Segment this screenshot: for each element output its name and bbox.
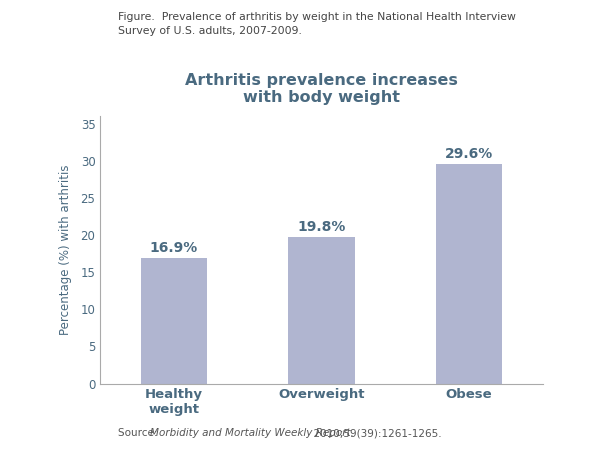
Text: 19.8%: 19.8% xyxy=(297,219,346,233)
Text: 16.9%: 16.9% xyxy=(150,241,198,255)
Title: Arthritis prevalence increases
with body weight: Arthritis prevalence increases with body… xyxy=(185,73,458,106)
Bar xyxy=(289,237,355,384)
Text: Survey of U.S. adults, 2007-2009.: Survey of U.S. adults, 2007-2009. xyxy=(118,26,302,36)
Text: Source:: Source: xyxy=(118,428,160,438)
Bar xyxy=(436,164,502,384)
Text: 29.6%: 29.6% xyxy=(445,147,493,161)
Y-axis label: Percentage (%) with arthritis: Percentage (%) with arthritis xyxy=(59,165,72,335)
Text: Morbidity and Mortality Weekly Report.: Morbidity and Mortality Weekly Report. xyxy=(150,428,355,438)
Bar xyxy=(141,258,207,384)
Text: 2010;59(39):1261-1265.: 2010;59(39):1261-1265. xyxy=(307,428,441,438)
Text: Figure.  Prevalence of arthritis by weight in the National Health Interview: Figure. Prevalence of arthritis by weigh… xyxy=(118,12,516,22)
